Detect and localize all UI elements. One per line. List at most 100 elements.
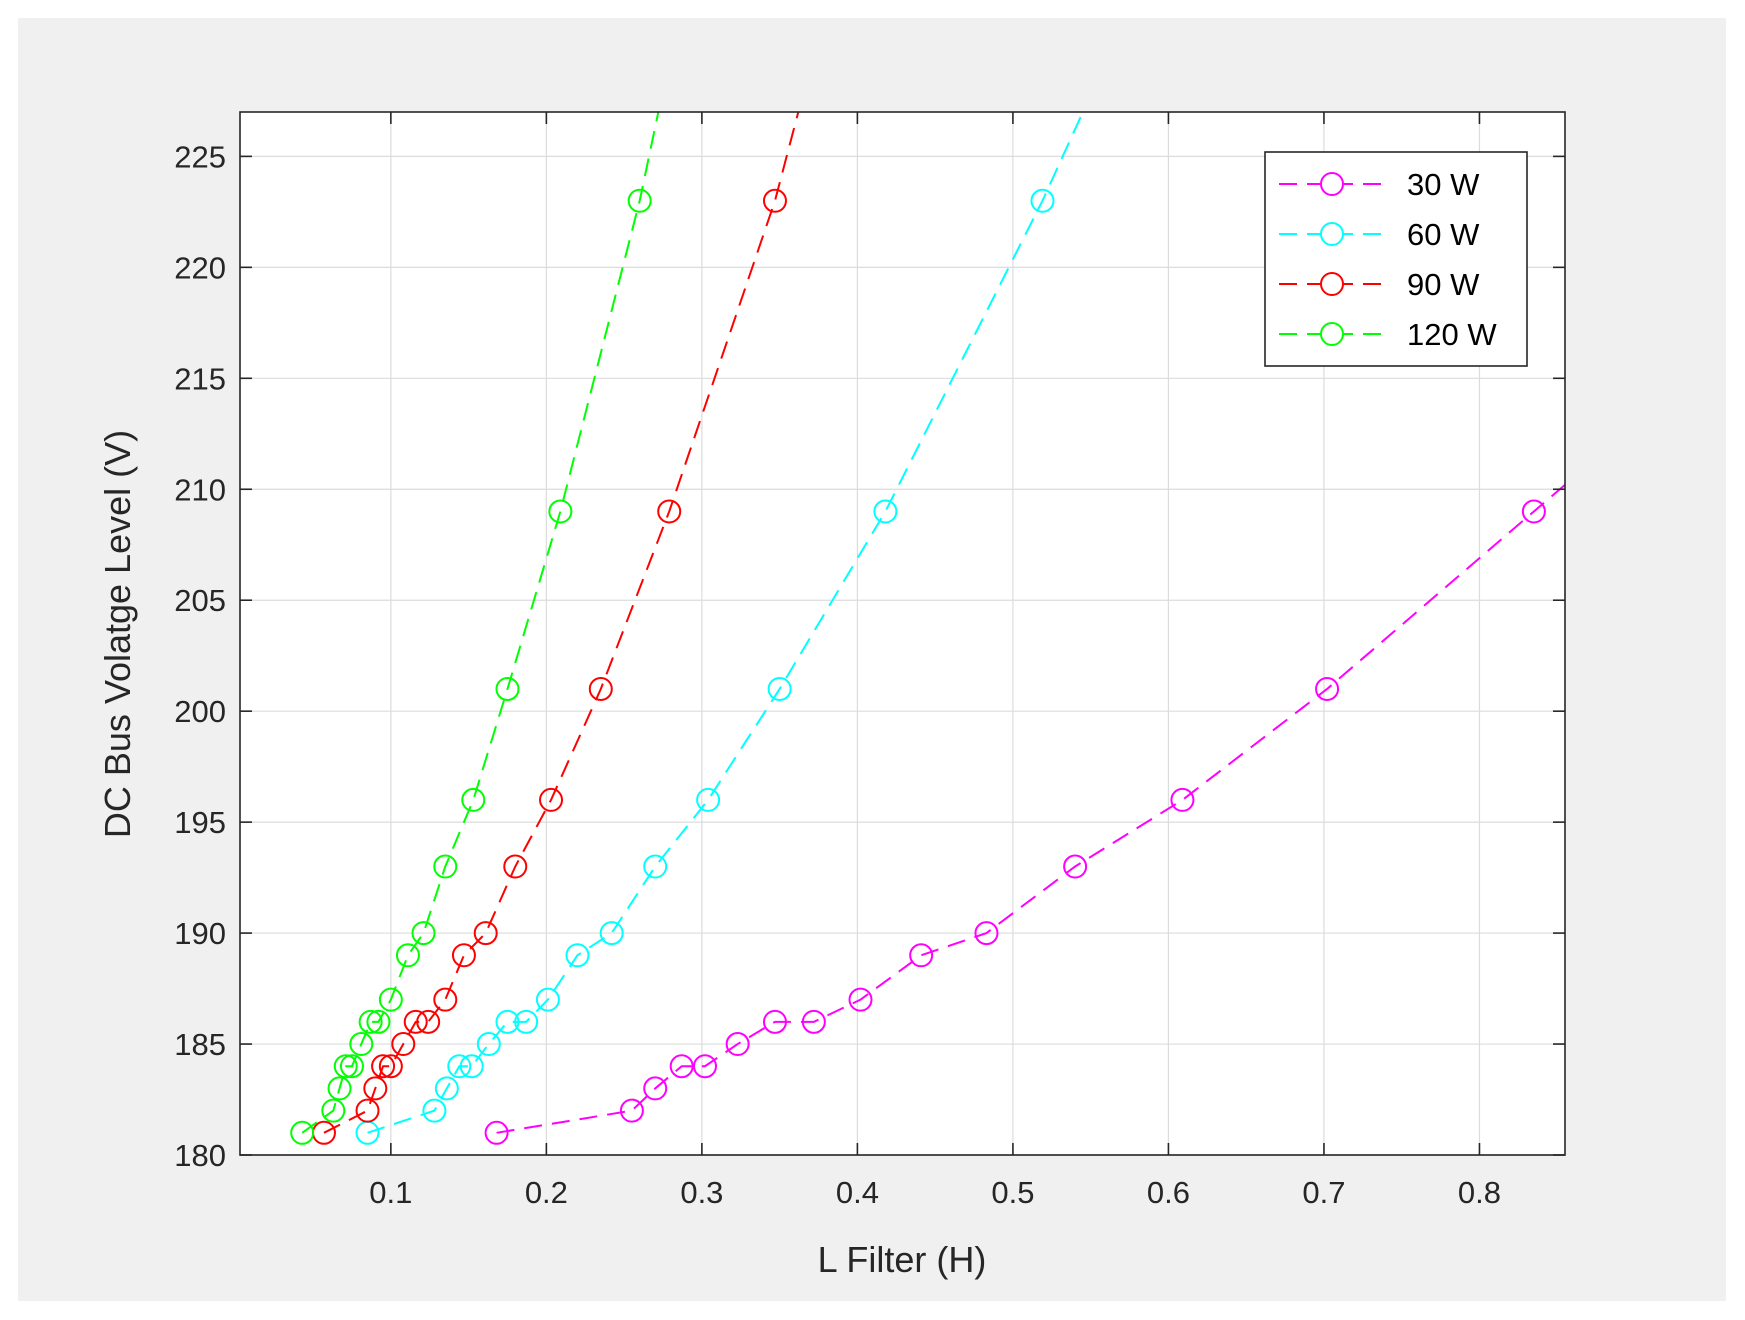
y-tick-label: 195 <box>174 805 226 840</box>
data-point <box>801 1009 826 1034</box>
data-point <box>321 1098 346 1123</box>
legend-label: 120 W <box>1407 317 1497 352</box>
x-tick-label: 0.1 <box>369 1175 412 1210</box>
data-point <box>657 499 682 524</box>
data-point <box>327 1076 352 1101</box>
data-point <box>565 943 590 968</box>
y-tick-label: 220 <box>174 250 226 285</box>
data-point <box>395 943 420 968</box>
data-point <box>495 676 520 701</box>
x-tick-label: 0.5 <box>991 1175 1034 1210</box>
data-point <box>762 188 787 213</box>
data-point <box>539 787 564 812</box>
data-point <box>848 987 873 1012</box>
data-point <box>290 1120 315 1145</box>
legend-marker <box>1320 222 1344 246</box>
data-point <box>909 943 934 968</box>
series-line <box>496 483 1565 1134</box>
data-point <box>433 854 458 879</box>
data-point <box>339 1054 364 1079</box>
axis-ticks: 0.1 0.2 0.3 0.4 0.5 0.6 0.7 0.8 180 185 190 195 200 2… <box>174 112 1565 1210</box>
series-line <box>367 112 1084 1134</box>
y-tick-label: 205 <box>174 583 226 618</box>
x-tick-label: 0.4 <box>836 1175 879 1210</box>
data-point <box>548 499 573 524</box>
legend: 30 W 60 W 90 W 120 W <box>1264 151 1528 367</box>
y-tick-label: 225 <box>174 139 226 174</box>
data-point <box>696 787 721 812</box>
x-tick-label: 0.3 <box>680 1175 723 1210</box>
legend-label: 60 W <box>1407 217 1480 252</box>
legend-marker <box>1320 172 1344 196</box>
data-point <box>416 1009 441 1034</box>
series-90w <box>311 112 800 1145</box>
data-point <box>447 1054 472 1079</box>
data-point <box>459 1054 484 1079</box>
data-point <box>762 1009 787 1034</box>
x-tick-label: 0.8 <box>1458 1175 1501 1210</box>
data-point <box>725 1032 750 1057</box>
series-line <box>323 112 800 1134</box>
data-point <box>643 854 668 879</box>
data-point <box>433 987 458 1012</box>
legend-label: 30 W <box>1407 167 1480 202</box>
data-point <box>514 1009 539 1034</box>
y-tick-label: 180 <box>174 1138 226 1173</box>
legend-box <box>1264 151 1528 367</box>
data-point <box>1170 787 1195 812</box>
data-point <box>692 1054 717 1079</box>
data-point <box>473 921 498 946</box>
legend-marker <box>1320 322 1344 346</box>
x-tick-label: 0.2 <box>525 1175 568 1210</box>
series-60w <box>355 112 1084 1145</box>
y-tick-label: 210 <box>174 472 226 507</box>
y-tick-label: 215 <box>174 361 226 396</box>
legend-label: 90 W <box>1407 267 1480 302</box>
data-point <box>1030 188 1055 213</box>
series-120w <box>290 112 660 1145</box>
plot-border <box>239 111 1566 1156</box>
data-point <box>643 1076 668 1101</box>
data-point <box>1063 854 1088 879</box>
data-point <box>503 854 528 879</box>
data-point <box>767 676 792 701</box>
data-point <box>484 1120 509 1145</box>
data-point <box>378 1054 403 1079</box>
data-point <box>366 1009 391 1034</box>
data-point <box>1315 676 1340 701</box>
series-line <box>301 112 660 1134</box>
data-point <box>391 1032 416 1057</box>
data-point <box>619 1098 644 1123</box>
data-point <box>495 1009 520 1034</box>
x-axis-title: L Filter (H) <box>818 1239 987 1280</box>
data-point <box>461 787 486 812</box>
data-point <box>451 943 476 968</box>
data-point <box>873 499 898 524</box>
data-point <box>627 188 652 213</box>
data-point <box>363 1076 388 1101</box>
data-point <box>358 1009 383 1034</box>
data-point <box>476 1032 501 1057</box>
data-point <box>1521 499 1546 524</box>
data-point <box>333 1054 358 1079</box>
data-point <box>422 1098 447 1123</box>
data-point <box>411 921 436 946</box>
data-point <box>599 921 624 946</box>
data-point <box>434 1076 459 1101</box>
data-point <box>371 1054 396 1079</box>
legend-marker <box>1320 272 1344 296</box>
data-point <box>669 1054 694 1079</box>
x-tick-label: 0.7 <box>1302 1175 1345 1210</box>
data-point <box>378 987 403 1012</box>
y-tick-label: 200 <box>174 694 226 729</box>
data-point <box>349 1032 374 1057</box>
x-tick-label: 0.6 <box>1147 1175 1190 1210</box>
y-tick-label: 190 <box>174 916 226 951</box>
series-group <box>290 112 1565 1145</box>
data-point <box>588 676 613 701</box>
data-point <box>403 1009 428 1034</box>
data-point <box>355 1098 380 1123</box>
series-30w <box>484 483 1565 1145</box>
y-tick-label: 185 <box>174 1027 226 1062</box>
